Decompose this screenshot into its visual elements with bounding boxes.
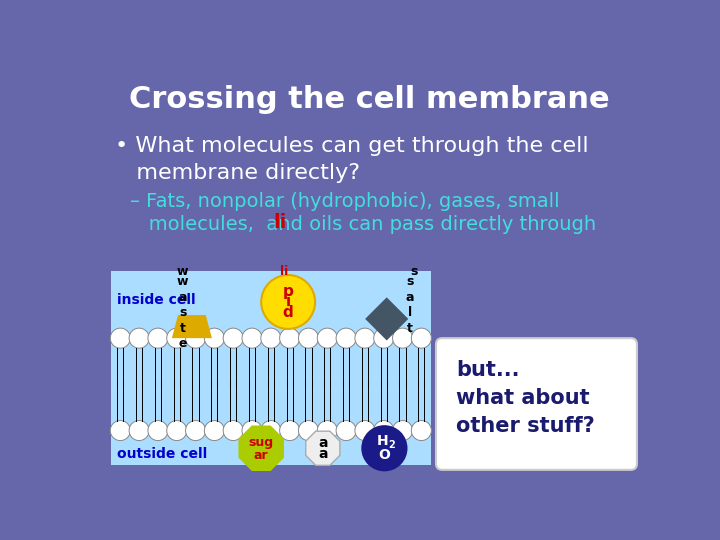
Circle shape (242, 328, 262, 348)
Circle shape (129, 421, 149, 441)
Text: d: d (283, 305, 294, 320)
Circle shape (411, 421, 431, 441)
Circle shape (167, 328, 186, 348)
Text: p: p (283, 284, 294, 299)
Text: O: O (379, 448, 390, 462)
Circle shape (374, 421, 394, 441)
Circle shape (261, 275, 315, 329)
Text: Crossing the cell membrane: Crossing the cell membrane (129, 85, 609, 114)
Text: w: w (177, 275, 189, 288)
Circle shape (374, 328, 394, 348)
Text: H: H (377, 434, 388, 448)
Text: li: li (280, 265, 289, 278)
Circle shape (223, 328, 243, 348)
Circle shape (129, 328, 149, 348)
Circle shape (392, 328, 413, 348)
FancyBboxPatch shape (436, 338, 637, 470)
Circle shape (299, 328, 318, 348)
Text: ar: ar (254, 449, 269, 462)
Circle shape (167, 421, 186, 441)
Text: i: i (286, 294, 291, 309)
Text: s: s (406, 275, 413, 288)
Text: t: t (407, 322, 413, 335)
Circle shape (148, 328, 168, 348)
Circle shape (318, 421, 337, 441)
Circle shape (261, 328, 281, 348)
Text: li: li (274, 213, 287, 232)
Circle shape (223, 421, 243, 441)
Circle shape (204, 421, 225, 441)
Circle shape (392, 421, 413, 441)
Polygon shape (238, 426, 284, 471)
Circle shape (186, 328, 206, 348)
Text: w: w (177, 265, 189, 278)
Circle shape (361, 425, 408, 471)
Text: sug: sug (248, 436, 274, 449)
Circle shape (148, 421, 168, 441)
Polygon shape (172, 315, 212, 338)
Text: a: a (318, 448, 328, 461)
Text: molecules,  and oils can pass directly through: molecules, and oils can pass directly th… (130, 215, 596, 234)
Text: inside cell: inside cell (117, 293, 196, 307)
Text: e: e (179, 337, 187, 350)
Text: a: a (179, 291, 187, 304)
Circle shape (336, 421, 356, 441)
Text: s: s (179, 306, 186, 319)
Circle shape (279, 328, 300, 348)
Text: – Fats, nonpolar (hydrophobic), gases, small: – Fats, nonpolar (hydrophobic), gases, s… (130, 192, 560, 211)
Text: a: a (405, 291, 414, 304)
Text: l: l (408, 306, 412, 319)
Text: outside cell: outside cell (117, 447, 207, 461)
Circle shape (299, 421, 318, 441)
Circle shape (279, 421, 300, 441)
Circle shape (110, 328, 130, 348)
Text: • What molecules can get through the cell: • What molecules can get through the cel… (115, 136, 588, 156)
Text: a: a (318, 436, 328, 450)
Circle shape (355, 421, 375, 441)
Text: s: s (410, 265, 418, 278)
Polygon shape (306, 431, 340, 465)
Circle shape (261, 421, 281, 441)
Circle shape (336, 328, 356, 348)
Circle shape (204, 328, 225, 348)
Circle shape (318, 328, 337, 348)
Circle shape (355, 328, 375, 348)
Text: 2: 2 (389, 440, 395, 450)
Circle shape (110, 421, 130, 441)
Circle shape (411, 328, 431, 348)
Circle shape (242, 421, 262, 441)
Text: but...
what about
other stuff?: but... what about other stuff? (456, 360, 595, 436)
Text: t: t (180, 322, 186, 335)
Polygon shape (365, 298, 408, 340)
Circle shape (186, 421, 206, 441)
Bar (111, 271, 431, 465)
Text: membrane directly?: membrane directly? (115, 163, 360, 183)
